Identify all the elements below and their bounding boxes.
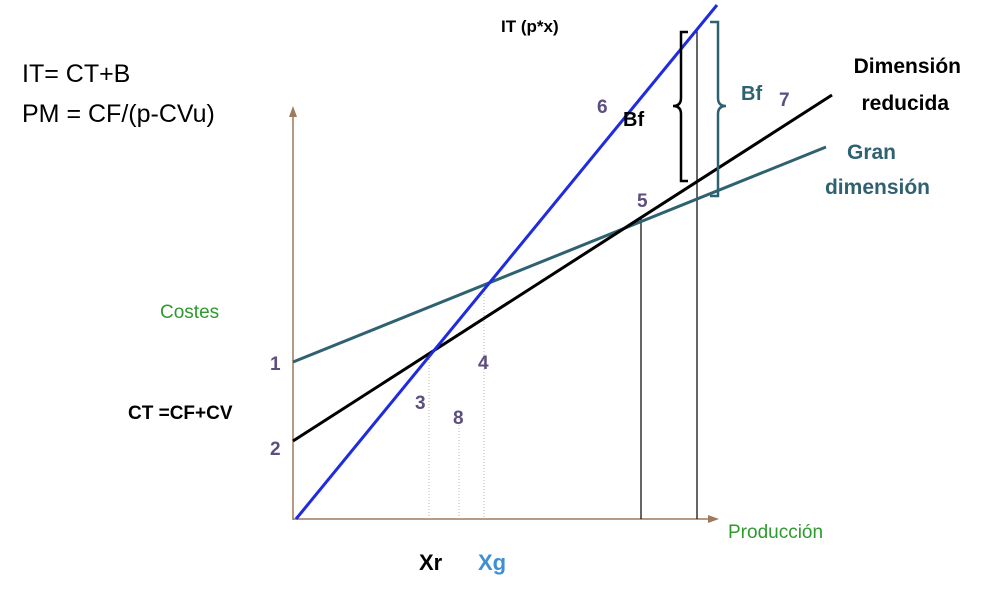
- it-revenue-line: [294, 4, 719, 520]
- formula-it: IT= CT+B: [22, 60, 130, 88]
- y-axis-label: Costes: [160, 302, 219, 323]
- large-dimension-label-line1: Gran: [847, 141, 896, 164]
- small-dimension-cost-line: [292, 93, 833, 443]
- marker-6: 6: [597, 97, 608, 118]
- x-axis-label: Producción: [728, 522, 823, 543]
- bf-teal-label: Bf: [741, 83, 762, 105]
- marker-4: 4: [478, 353, 489, 374]
- markers: 1 2 3 4 5 6 7 8: [270, 90, 790, 460]
- it-line-label: IT (p*x): [501, 17, 559, 36]
- large-dimension-cost-line: [292, 145, 827, 364]
- xr-label: Xr: [419, 550, 443, 575]
- ct-formula-label: CT =CF+CV: [128, 403, 233, 424]
- marker-1: 1: [270, 354, 281, 375]
- axes: [289, 106, 719, 523]
- large-dimension-label-line2: dimensión: [825, 176, 930, 199]
- small-dimension-label-line2: reducida: [861, 92, 949, 115]
- marker-8: 8: [453, 408, 464, 429]
- marker-5: 5: [637, 191, 648, 212]
- small-dimension-label-line1: Dimensión: [854, 55, 961, 78]
- x-axis-arrow-icon: [708, 515, 719, 523]
- profit-brace-black: [672, 30, 688, 183]
- formula-pm: PM = CF/(p-CVu): [22, 100, 215, 128]
- marker-2: 2: [270, 439, 281, 460]
- profit-brace-teal: [710, 20, 727, 198]
- xg-label: Xg: [478, 550, 506, 575]
- y-axis-arrow-icon: [289, 106, 297, 117]
- bf-black-label: Bf: [623, 109, 644, 131]
- marker-3: 3: [415, 393, 426, 414]
- marker-7: 7: [779, 90, 790, 111]
- guide-lines: [428, 288, 485, 519]
